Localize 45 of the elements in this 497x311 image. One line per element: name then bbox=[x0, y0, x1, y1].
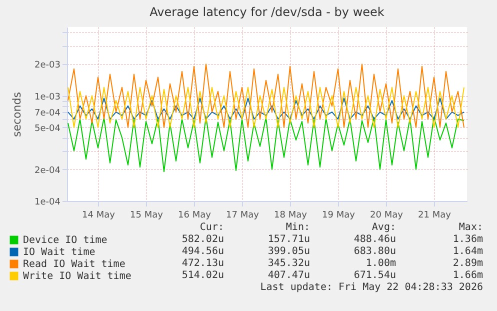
text: Last update: Fri May 22 04:28:33 2026 bbox=[259, 282, 483, 294]
line-series bbox=[68, 86, 464, 128]
text: 514.02u bbox=[180, 270, 224, 282]
text: 494.56u bbox=[180, 246, 224, 258]
text: 407.47u bbox=[266, 270, 310, 282]
text: 399.05u bbox=[266, 246, 310, 258]
chart-title: Average latency for /dev/sda - by week bbox=[150, 5, 384, 19]
text: 1.66m bbox=[452, 270, 483, 282]
y-tick-label: 5e-04 bbox=[34, 124, 61, 134]
text: 2.89m bbox=[452, 258, 483, 270]
text: 488.46u bbox=[352, 234, 396, 246]
y-tick-label: 1e-03 bbox=[34, 92, 60, 102]
x-tick-label: 17 May bbox=[226, 210, 260, 220]
x-tick-label: 16 May bbox=[178, 210, 212, 220]
text: 345.32u bbox=[266, 258, 310, 270]
text: 683.80u bbox=[352, 246, 396, 258]
text: 157.71u bbox=[266, 234, 310, 246]
text: 472.13u bbox=[180, 258, 224, 270]
x-tick-label: 21 May bbox=[418, 210, 452, 220]
text: Max: bbox=[458, 222, 483, 234]
text: 671.54u bbox=[352, 270, 396, 282]
legend-label: Read IO Wait time bbox=[23, 259, 126, 270]
y-tick-label: 2e-03 bbox=[34, 60, 60, 71]
text: Avg: bbox=[370, 222, 396, 234]
y-tick-label: 2e-04 bbox=[34, 166, 61, 176]
legend-label: Device IO time bbox=[23, 235, 108, 246]
text: 1.64m bbox=[452, 246, 483, 258]
line-series bbox=[68, 64, 464, 128]
x-tick-label: 15 May bbox=[130, 210, 164, 220]
y-tick-label: 1e-04 bbox=[34, 198, 61, 208]
text: Min: bbox=[284, 222, 310, 234]
line-series bbox=[68, 116, 464, 172]
y-axis-title: seconds bbox=[10, 92, 24, 137]
text: 582.02u bbox=[180, 234, 224, 246]
text: Cur: bbox=[198, 222, 224, 234]
x-tick-label: 18 May bbox=[274, 210, 308, 220]
x-tick-label: 19 May bbox=[322, 210, 356, 220]
legend-label: Write IO Wait time bbox=[23, 271, 132, 282]
text: 1.00m bbox=[364, 258, 396, 270]
text: 1.36m bbox=[452, 234, 483, 246]
line-series bbox=[68, 98, 464, 120]
x-tick-label: 20 May bbox=[370, 210, 404, 220]
legend-label: IO Wait time bbox=[23, 247, 96, 258]
x-tick-label: 14 May bbox=[82, 210, 116, 220]
y-tick-label: 7e-04 bbox=[34, 108, 61, 119]
